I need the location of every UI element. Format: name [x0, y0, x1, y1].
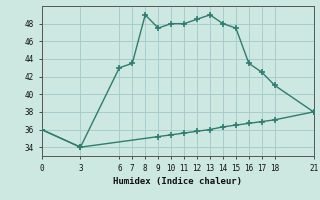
X-axis label: Humidex (Indice chaleur): Humidex (Indice chaleur) [113, 177, 242, 186]
